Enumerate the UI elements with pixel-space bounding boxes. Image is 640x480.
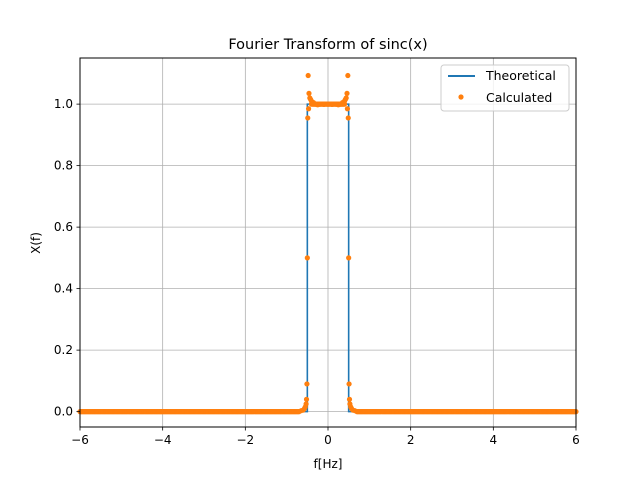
x-tick-label: −6 xyxy=(71,433,89,447)
calculated-point xyxy=(345,115,351,121)
calculated-point xyxy=(343,95,349,101)
x-tick-label: 0 xyxy=(324,433,332,447)
y-axis-label: X(f) xyxy=(29,232,43,254)
calculated-point xyxy=(305,72,311,79)
calculated-point xyxy=(345,72,351,79)
calculated-point xyxy=(325,101,331,107)
series-markers-calculated xyxy=(77,72,579,415)
calculated-point xyxy=(354,409,360,415)
legend-label-theoretical: Theoretical xyxy=(485,68,556,83)
calculated-point xyxy=(304,381,310,387)
calculated-point xyxy=(317,101,323,107)
calculated-point xyxy=(344,106,351,112)
calculated-point xyxy=(346,255,352,261)
x-tick-label: 4 xyxy=(490,433,498,447)
calculated-point xyxy=(305,115,311,121)
y-tick-label: 1.0 xyxy=(54,97,73,111)
x-tick-label: 6 xyxy=(572,433,580,447)
calculated-point xyxy=(346,396,353,402)
x-tick-label: −2 xyxy=(236,433,254,447)
x-axis-label: f[Hz] xyxy=(314,457,343,471)
calculated-point xyxy=(306,90,312,96)
legend: Theoretical Calculated xyxy=(440,64,570,112)
calculated-point xyxy=(303,396,310,402)
plot-series xyxy=(77,72,579,415)
calculated-point xyxy=(305,106,312,112)
x-tick-label: −4 xyxy=(154,433,172,447)
calculated-point xyxy=(344,90,350,96)
x-tick-label: 2 xyxy=(407,433,415,447)
calculated-point xyxy=(296,409,302,415)
legend-label-calculated: Calculated xyxy=(486,90,552,105)
chart-title: Fourier Transform of sinc(x) xyxy=(228,37,427,53)
y-tick-label: 0.6 xyxy=(54,220,73,234)
calculated-point xyxy=(346,381,352,387)
y-tick-label: 0.0 xyxy=(54,405,73,419)
legend-dot-marker xyxy=(458,94,464,100)
y-tick-label: 0.2 xyxy=(54,343,73,357)
y-tick-label: 0.4 xyxy=(54,282,73,296)
calculated-point xyxy=(329,101,335,108)
calculated-point xyxy=(304,255,310,261)
ticks: −6 −4 −2 0 2 4 6 0.0 0.2 0.4 0.6 0.8 1.0 xyxy=(54,97,580,447)
y-tick-label: 0.8 xyxy=(54,159,73,173)
calculated-point xyxy=(321,101,327,108)
